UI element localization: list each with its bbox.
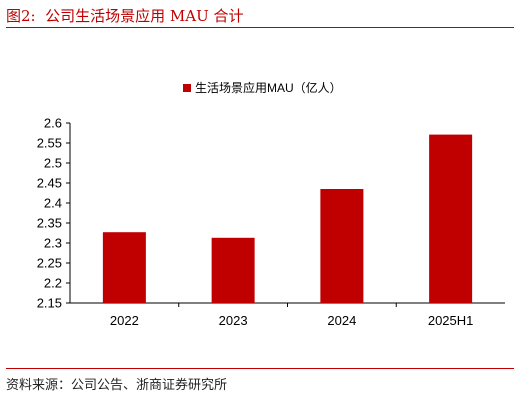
y-tick-label: 2.5: [44, 156, 62, 171]
header-rule: [6, 27, 514, 28]
y-tick-label: 2.55: [37, 136, 62, 151]
y-tick-label: 2.45: [37, 176, 62, 191]
source-note: 资料来源：公司公告、浙商证券研究所: [6, 378, 228, 393]
legend: 生活场景应用MAU（亿人）: [183, 80, 342, 95]
y-tick-label: 2.2: [44, 276, 62, 291]
y-tick-label: 2.15: [37, 296, 62, 311]
bar-2022: [102, 232, 146, 303]
x-axis-ticks: 2022 2023 2024 2025H1: [110, 303, 473, 328]
bar-2025H1: [429, 134, 473, 303]
y-tick-label: 2.35: [37, 216, 62, 231]
x-tick-label: 2023: [219, 313, 248, 328]
y-tick-label: 2.3: [44, 236, 62, 251]
y-tick-label: 2.25: [37, 256, 62, 271]
bar-2023: [211, 237, 255, 303]
x-tick-label: 2024: [327, 313, 356, 328]
y-tick-label: 2.4: [44, 196, 62, 211]
y-tick-label: 2.6: [44, 116, 62, 131]
y-axis-ticks: 2.6 2.55 2.5 2.45 2.4 2.35 2.3 2.25 2.2 2.15: [37, 116, 70, 311]
legend-label: 生活场景应用MAU（亿人）: [195, 80, 342, 95]
bars: [102, 134, 473, 303]
bar-2024: [320, 189, 364, 303]
figure-title-text: 公司生活场景应用 MAU 合计: [45, 7, 244, 25]
footer-rule: [6, 368, 514, 369]
figure-title: 图2: 公司生活场景应用 MAU 合计: [6, 5, 244, 26]
legend-swatch: [183, 84, 191, 92]
x-tick-label: 2025H1: [428, 313, 474, 328]
figure-label: 图2:: [6, 7, 36, 25]
bar-chart: 生活场景应用MAU（亿人） 2.62.552.52.452.42.352.32.…: [37, 80, 505, 328]
figure-header: 图2: 公司生活场景应用 MAU 合计: [0, 0, 520, 30]
x-tick-label: 2022: [110, 313, 139, 328]
